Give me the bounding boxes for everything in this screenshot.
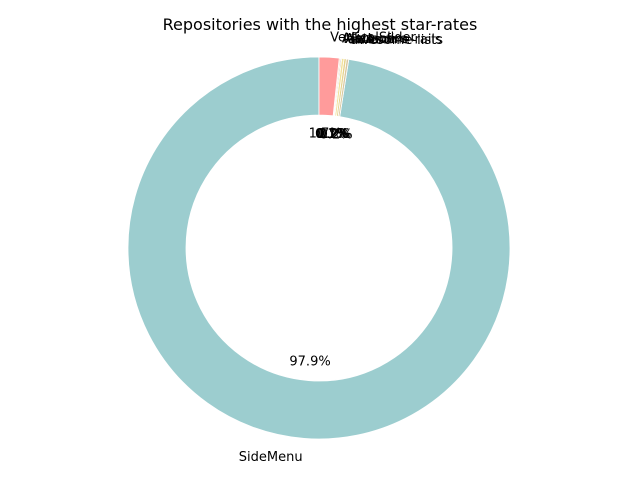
slice-percent-label: 0.2% (320, 127, 353, 142)
slice-label: VerticalSlider (330, 31, 416, 46)
slice-label: SideMenu (239, 450, 303, 465)
slice-percent-label: 0.2% (317, 127, 350, 142)
slice-percent-label: 0.1% (316, 127, 349, 142)
slice-label: awesome-rails (348, 32, 442, 47)
slice-percent-label: 97.9% (289, 355, 330, 370)
slice-sidemenu (127, 56, 511, 440)
chart-title: Repositories with the highest star-rates (163, 15, 478, 34)
slice-percent-label: 0.2% (318, 127, 351, 142)
slice-verticalslider (318, 56, 340, 117)
labels-layer: SideMenu 97.9% awesome-lists 0.2% awesome-ra… (239, 31, 443, 465)
slice-label: Alamofire (345, 32, 407, 47)
slice-percent-label: 0.1% (315, 127, 348, 142)
slice-label: fastlane (343, 32, 395, 47)
slice-percent-label: 1.7% (309, 126, 342, 141)
slices-layer (127, 56, 511, 440)
slice-label: Alert (342, 32, 373, 47)
slice-label: awesome-lists (350, 33, 443, 48)
